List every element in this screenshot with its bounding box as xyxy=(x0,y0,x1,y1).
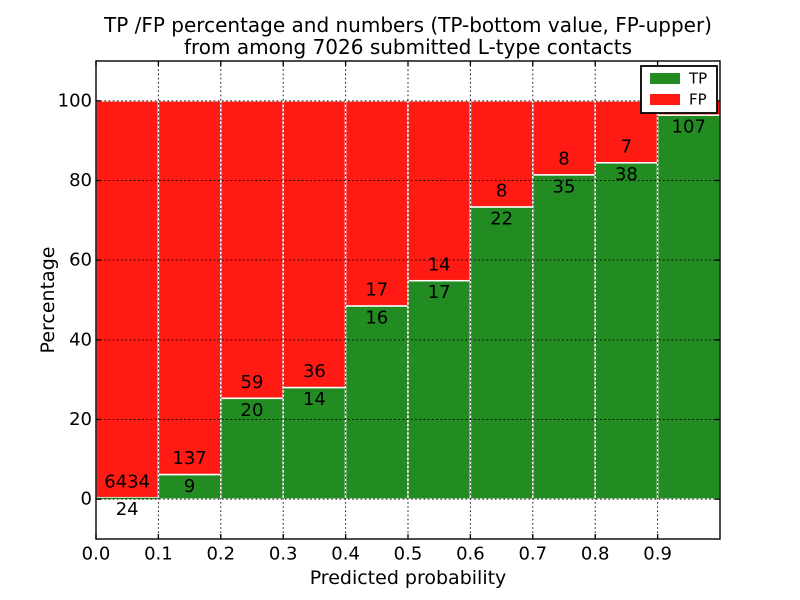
tp-count-label: 9 xyxy=(184,476,195,497)
x-tick-label: 0.9 xyxy=(643,544,672,565)
tp-bar xyxy=(407,279,472,500)
tp-count-label: 20 xyxy=(241,400,264,421)
tp-count-label: 16 xyxy=(365,307,388,328)
tp-bar xyxy=(220,397,284,500)
fp-bar xyxy=(220,100,284,400)
legend-label-fp: FP xyxy=(689,91,707,109)
y-tick-label: 20 xyxy=(69,409,92,430)
tp-bar xyxy=(594,162,659,500)
x-tick-label: 0.4 xyxy=(331,544,360,565)
x-axis-label: Predicted probability xyxy=(310,567,507,589)
fp-bar xyxy=(157,100,222,476)
tp-count-label: 14 xyxy=(303,389,326,410)
y-axis-label: Percentage xyxy=(37,247,59,354)
fp-count-label: 8 xyxy=(558,149,569,170)
fp-count-label: 59 xyxy=(241,372,264,393)
x-tick-label: 0.2 xyxy=(206,544,235,565)
tp-bar xyxy=(469,206,534,500)
chart-title-line2: from among 7026 submitted L-type contact… xyxy=(184,35,632,59)
y-tick-label: 0 xyxy=(81,489,92,510)
x-tick-label: 0.5 xyxy=(394,544,423,565)
tp-bar xyxy=(344,305,409,500)
legend-label-tp: TP xyxy=(688,70,707,88)
tp-bar xyxy=(532,174,596,500)
y-tick-label: 80 xyxy=(69,170,92,191)
fp-count-label: 7 xyxy=(621,136,632,157)
y-tick-label: 40 xyxy=(69,329,92,350)
tp-count-label: 24 xyxy=(116,499,139,520)
tp-count-label: 17 xyxy=(428,282,451,303)
x-tick-label: 0.1 xyxy=(144,544,173,565)
fp-count-label: 6434 xyxy=(104,471,150,492)
fp-count-label: 36 xyxy=(303,361,326,382)
tp-count-label: 107 xyxy=(672,117,706,138)
x-tick-label: 0.8 xyxy=(581,544,610,565)
tp-count-label: 35 xyxy=(553,176,576,197)
tp-count-label: 22 xyxy=(490,209,513,230)
tp-bar xyxy=(96,497,159,500)
legend-swatch-fp xyxy=(650,94,680,105)
x-tick-label: 0.6 xyxy=(456,544,485,565)
fp-bar xyxy=(344,100,409,307)
y-tick-label: 60 xyxy=(69,250,92,271)
tp-bar xyxy=(656,114,721,500)
y-tick-label: 100 xyxy=(58,90,92,111)
fp-count-label: 17 xyxy=(365,280,388,301)
x-tick-label: 0.7 xyxy=(518,544,547,565)
x-tick-label: 0.3 xyxy=(269,544,298,565)
fp-count-label: 137 xyxy=(172,448,206,469)
chart-title-line1: TP /FP percentage and numbers (TP-bottom… xyxy=(103,13,712,37)
x-tick-label: 0.0 xyxy=(82,544,111,565)
tp-count-label: 38 xyxy=(615,164,638,185)
fp-count-label: 14 xyxy=(428,254,451,275)
legend-swatch-tp xyxy=(650,73,680,84)
fp-bar xyxy=(282,100,347,389)
fp-count-label: 8 xyxy=(496,181,507,202)
fp-bar xyxy=(95,100,160,499)
